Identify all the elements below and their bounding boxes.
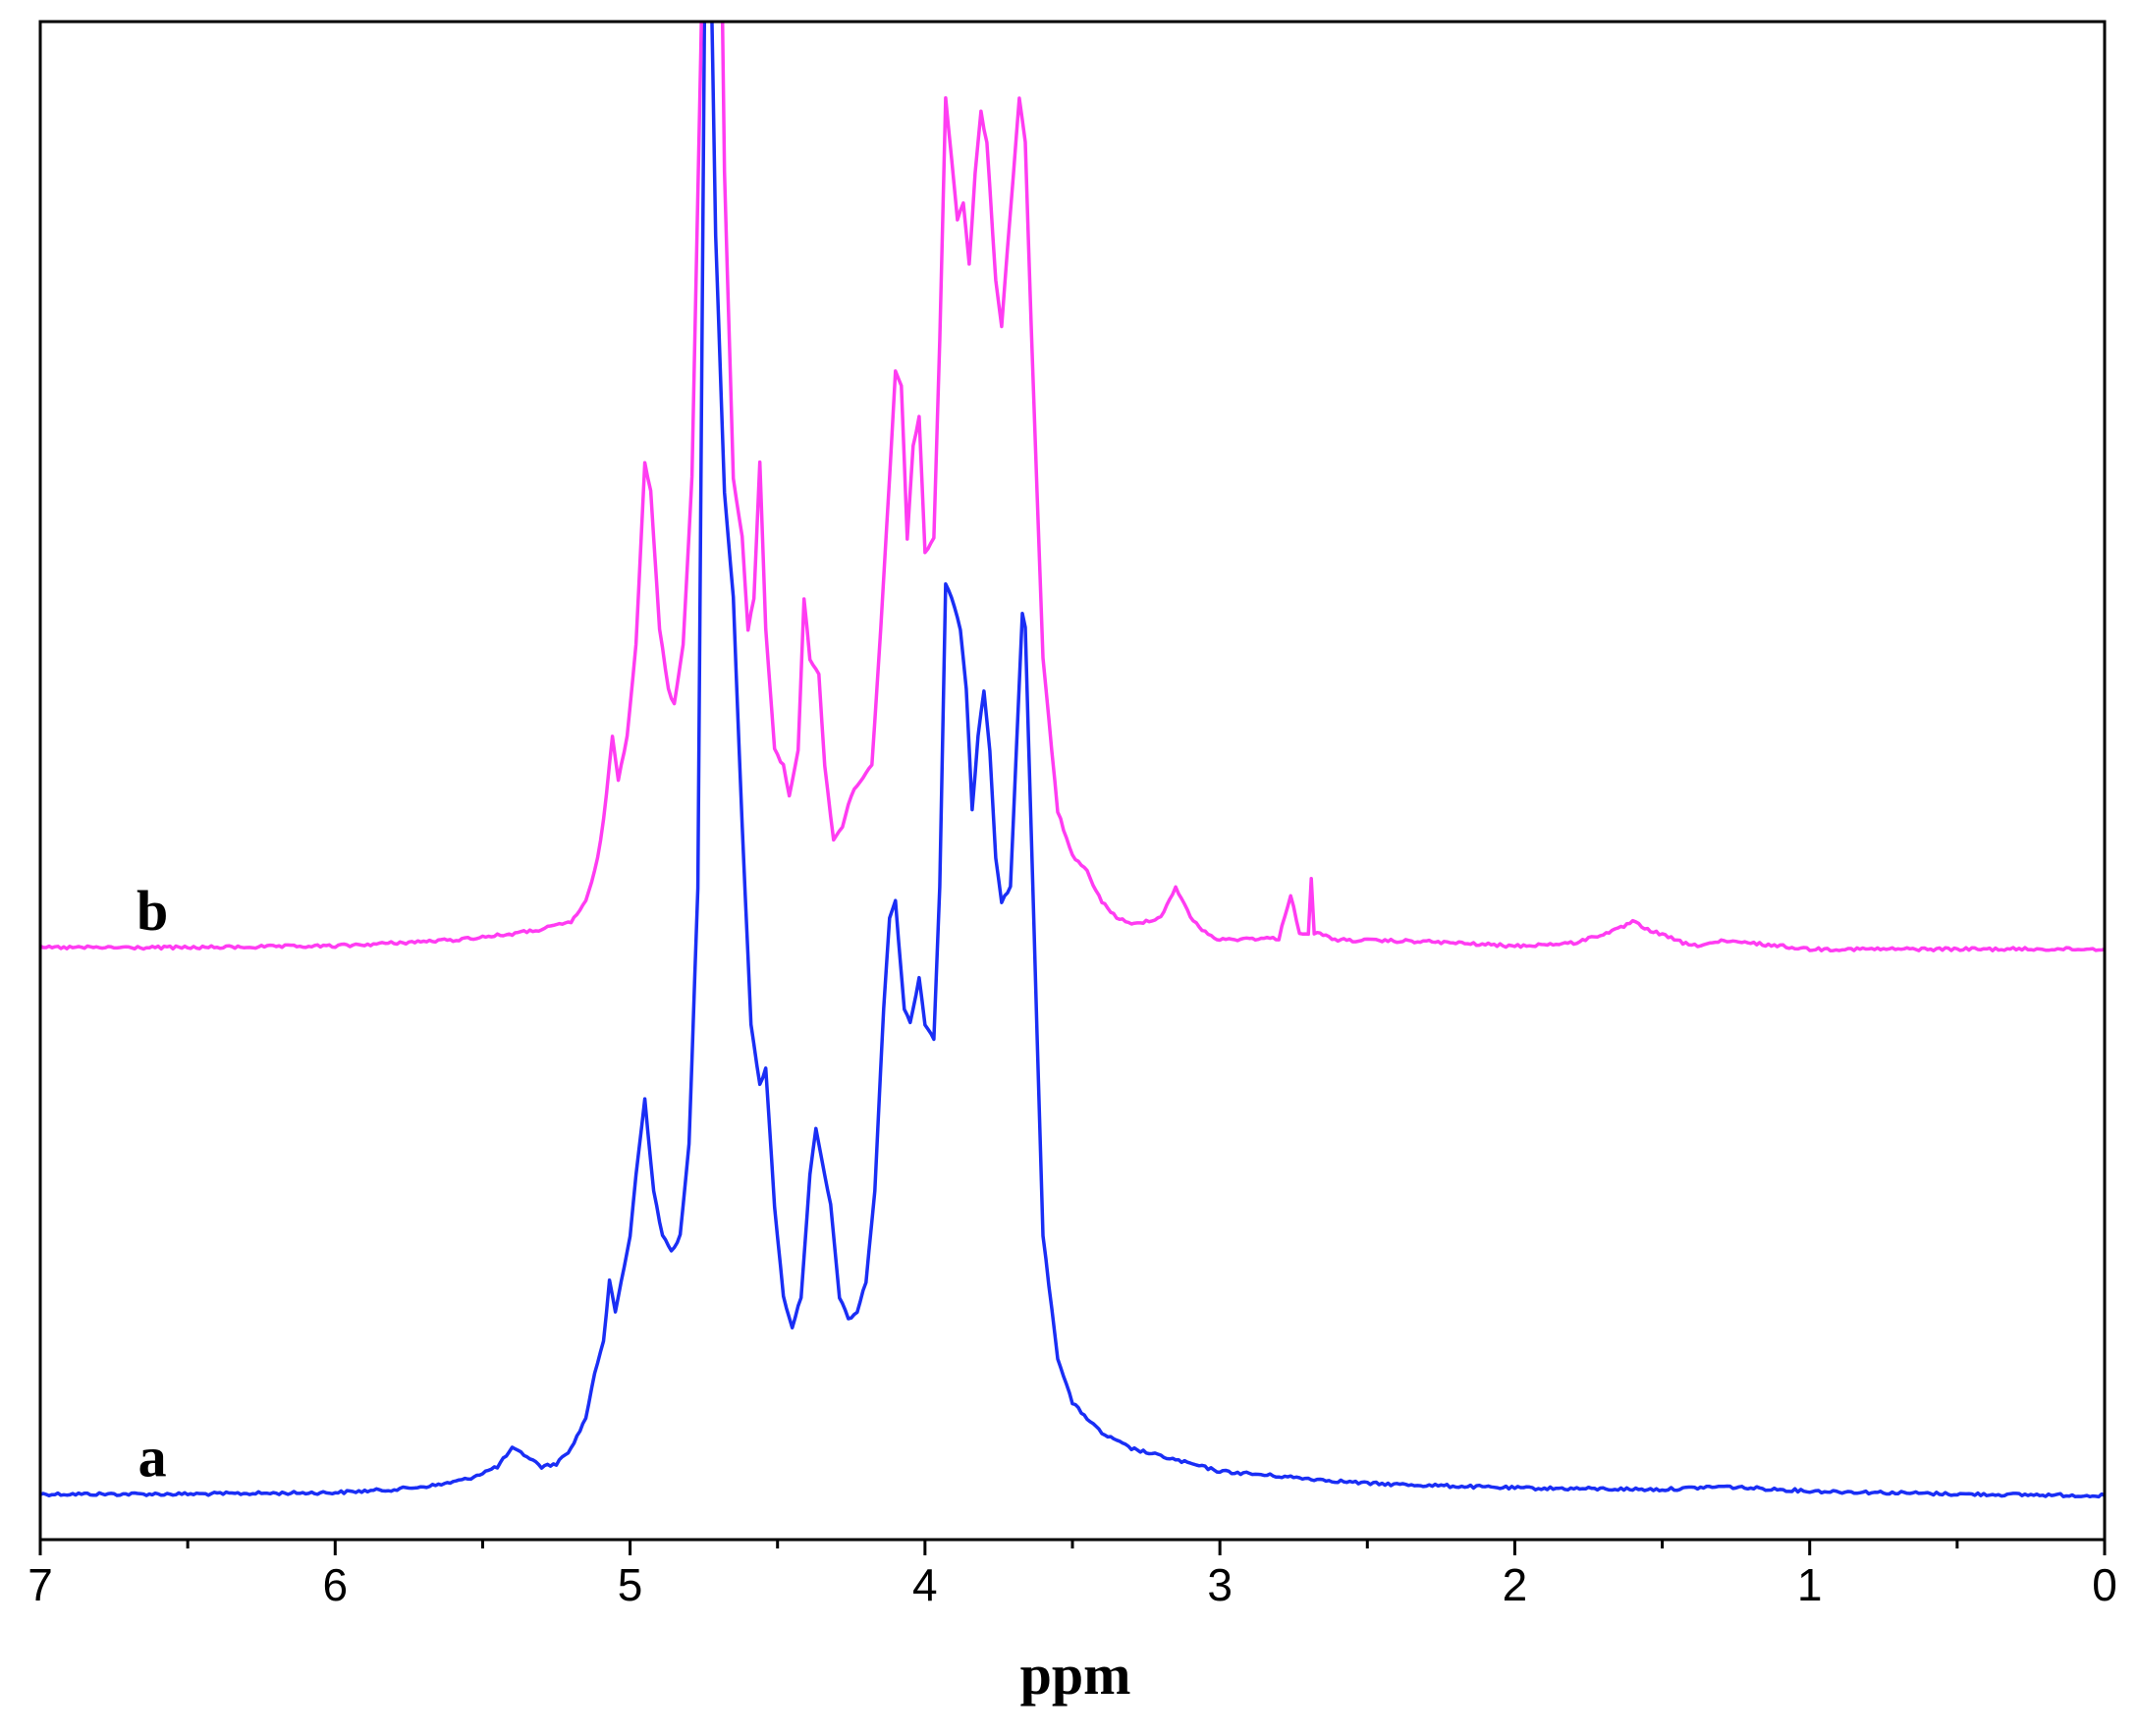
series-line-a [40, 22, 2105, 1499]
series-label-b: b [137, 879, 168, 943]
series-line-b [40, 22, 2105, 952]
x-tick-label: 1 [1797, 1559, 1823, 1610]
series-layer [40, 22, 2105, 1499]
series-label-a: a [138, 1426, 167, 1490]
x-tick-label: 7 [27, 1559, 53, 1610]
x-tick-label: 6 [322, 1559, 348, 1610]
x-axis-ticks: 7 6 5 4 3 2 1 0 [27, 1540, 2117, 1610]
x-tick-label: 2 [1503, 1559, 1528, 1610]
series-labels: ab [137, 879, 168, 1490]
x-tick-label: 3 [1207, 1559, 1233, 1610]
x-axis-title: ppm [1020, 1643, 1131, 1707]
x-tick-label: 4 [912, 1559, 938, 1610]
plot-frame [38, 20, 2107, 1542]
x-tick-label: 0 [2092, 1559, 2117, 1610]
x-tick-label: 5 [618, 1559, 643, 1610]
